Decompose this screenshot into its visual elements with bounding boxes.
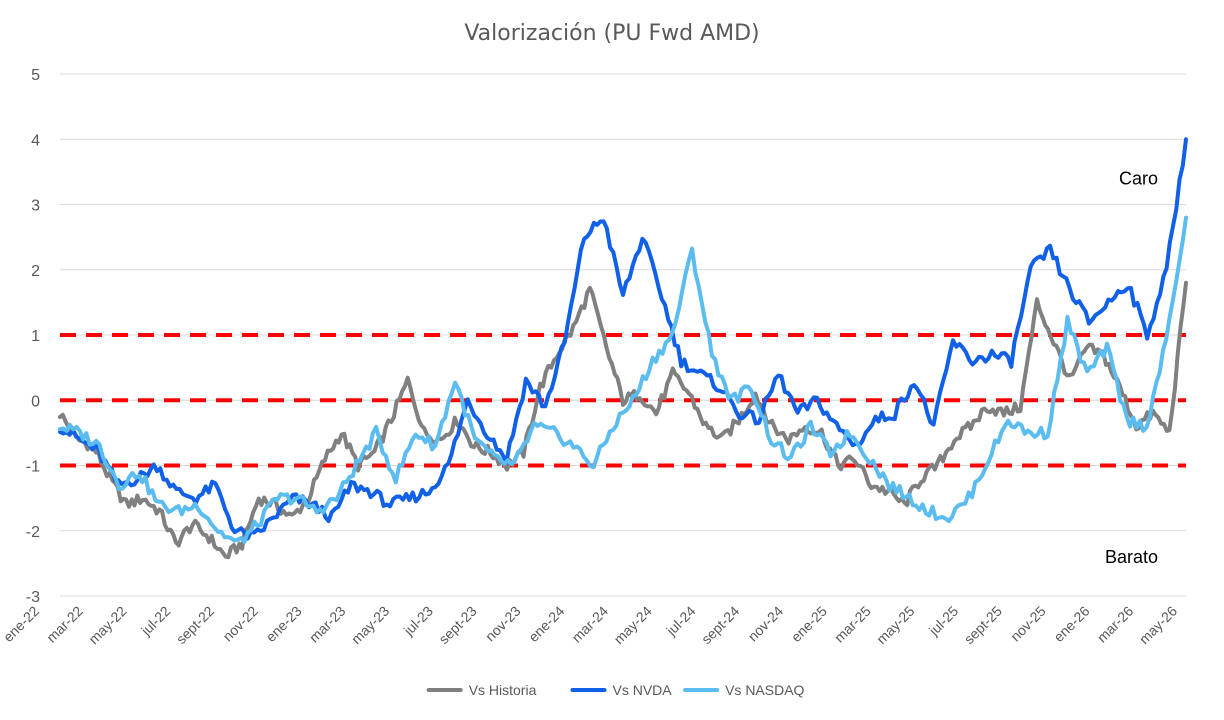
x-tick-label: jul-25 [925, 603, 961, 639]
series-line [58, 215, 1188, 544]
y-tick-labels: 5 4 3 2 1 0 -1 -2 -3 [26, 67, 40, 606]
x-tick-label: nov-25 [1007, 603, 1049, 645]
x-tick-label: ene-26 [1050, 603, 1092, 645]
annotation-label: Caro [1119, 168, 1158, 188]
y-tick-label: 2 [31, 263, 40, 280]
y-tick-label: -2 [26, 524, 40, 541]
y-tick-label: 4 [31, 132, 40, 149]
chart-title: Valorización (PU Fwd AMD) [464, 21, 759, 46]
x-tick-label: mar-22 [43, 603, 86, 646]
x-tick-label: ene-24 [525, 603, 567, 645]
legend-label: Vs NASDAQ [725, 682, 804, 698]
legend-label: Vs Historia [469, 682, 537, 698]
x-tick-label: jul-22 [137, 603, 173, 639]
y-tick-label: -3 [26, 589, 40, 606]
legend: Vs Historia Vs NVDA Vs NASDAQ [426, 682, 805, 698]
x-tick-label: jul-23 [400, 603, 436, 639]
x-tick-label: sept-24 [698, 603, 742, 647]
x-tick-label: mar-25 [831, 603, 874, 646]
y-tick-label: 0 [31, 393, 40, 410]
x-tick-label: nov-23 [482, 603, 524, 645]
x-tick-label: mar-26 [1094, 603, 1137, 646]
x-tick-label: may-26 [1136, 603, 1180, 647]
legend-label: Vs NVDA [613, 682, 673, 698]
x-tick-label: sept-22 [173, 603, 217, 647]
x-tick-labels: ene-22 mar-22 may-22 jul-22 sept-22 nov-22 ene… [0, 603, 1180, 647]
x-tick-label: ene-22 [0, 603, 42, 645]
x-tick-label: mar-24 [568, 603, 611, 646]
y-tick-label: -1 [26, 459, 40, 476]
x-tick-label: ene-25 [788, 603, 830, 645]
y-tick-label: 3 [31, 198, 40, 215]
x-tick-label: mar-23 [306, 603, 349, 646]
annotations: Caro Barato [1105, 168, 1158, 566]
y-tick-label: 1 [31, 328, 40, 345]
series-line [58, 137, 1188, 541]
x-tick-label: may-25 [873, 603, 917, 647]
y-tick-label: 5 [31, 67, 40, 84]
x-tick-label: ene-23 [263, 603, 305, 645]
x-tick-label: may-24 [611, 603, 655, 647]
reference-lines [60, 333, 1186, 468]
x-tick-label: may-22 [85, 603, 129, 647]
x-tick-label: jul-24 [662, 603, 698, 639]
series-lines [58, 137, 1188, 560]
annotation-label: Barato [1105, 547, 1158, 567]
series-line [58, 280, 1188, 560]
x-tick-label: may-23 [348, 603, 392, 647]
x-tick-label: nov-22 [219, 603, 261, 645]
x-tick-label: sept-25 [961, 603, 1005, 647]
x-tick-label: sept-23 [435, 603, 479, 647]
x-tick-label: nov-24 [745, 603, 787, 645]
